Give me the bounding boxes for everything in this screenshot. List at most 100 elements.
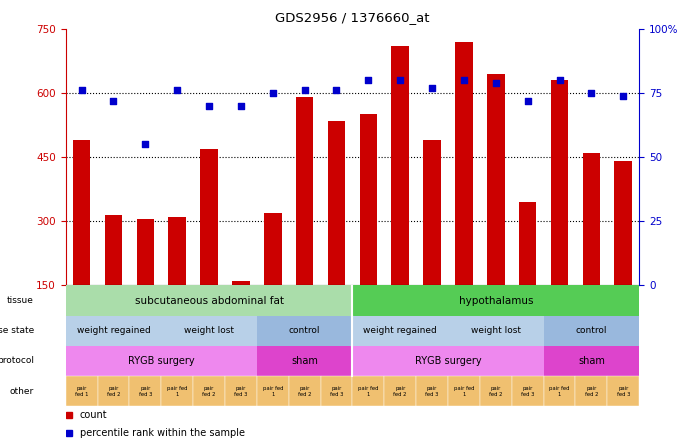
Point: [203, 102, 214, 109]
Bar: [544, 316, 639, 346]
Text: RYGB surgery: RYGB surgery: [128, 356, 195, 366]
Bar: [455, 42, 473, 285]
Text: weight regained: weight regained: [363, 326, 437, 335]
Text: pair
fed 3: pair fed 3: [330, 386, 343, 396]
Bar: [66, 285, 352, 316]
Point: [76, 87, 87, 94]
Bar: [352, 316, 448, 346]
Bar: [576, 376, 607, 406]
Bar: [137, 219, 154, 285]
Text: pair
fed 2: pair fed 2: [106, 386, 120, 396]
Text: weight regained: weight regained: [77, 326, 151, 335]
Bar: [352, 346, 544, 376]
Bar: [512, 376, 544, 406]
Bar: [296, 97, 314, 285]
Point: [586, 89, 597, 96]
Text: sham: sham: [291, 356, 318, 366]
Bar: [289, 376, 321, 406]
Text: pair
fed 2: pair fed 2: [202, 386, 216, 396]
Bar: [232, 281, 249, 285]
Point: [171, 87, 182, 94]
Text: pair
fed 2: pair fed 2: [489, 386, 502, 396]
Text: tissue: tissue: [7, 296, 34, 305]
Text: pair fed
1: pair fed 1: [454, 386, 474, 396]
Bar: [129, 376, 161, 406]
Bar: [607, 376, 639, 406]
Text: control: control: [289, 326, 321, 335]
Text: count: count: [80, 409, 108, 420]
Text: percentile rank within the sample: percentile rank within the sample: [80, 428, 245, 438]
Bar: [424, 140, 441, 285]
Bar: [384, 376, 416, 406]
Point: [426, 84, 437, 91]
Bar: [257, 346, 352, 376]
Point: [395, 77, 406, 84]
Text: RYGB surgery: RYGB surgery: [415, 356, 482, 366]
Text: pair fed
1: pair fed 1: [167, 386, 187, 396]
Bar: [416, 376, 448, 406]
Bar: [264, 213, 281, 285]
Text: pair
fed 3: pair fed 3: [521, 386, 534, 396]
Text: protocol: protocol: [0, 357, 34, 365]
Bar: [544, 346, 639, 376]
Bar: [352, 376, 384, 406]
Bar: [200, 149, 218, 285]
Point: [618, 92, 629, 99]
Text: pair
fed 2: pair fed 2: [298, 386, 312, 396]
Text: pair
fed 3: pair fed 3: [426, 386, 439, 396]
Text: pair
fed 2: pair fed 2: [585, 386, 598, 396]
Bar: [448, 376, 480, 406]
Text: hypothalamus: hypothalamus: [459, 296, 533, 305]
Bar: [359, 115, 377, 285]
Point: [108, 97, 119, 104]
Text: pair
fed 3: pair fed 3: [234, 386, 247, 396]
Text: pair
fed 2: pair fed 2: [393, 386, 407, 396]
Bar: [97, 376, 129, 406]
Point: [299, 87, 310, 94]
Text: pair
fed 3: pair fed 3: [616, 386, 630, 396]
Bar: [487, 74, 504, 285]
Text: sham: sham: [578, 356, 605, 366]
Bar: [161, 376, 193, 406]
Bar: [448, 316, 544, 346]
Bar: [169, 217, 186, 285]
Text: other: other: [10, 387, 34, 396]
Text: pair
fed 1: pair fed 1: [75, 386, 88, 396]
Bar: [66, 346, 257, 376]
Text: pair fed
1: pair fed 1: [358, 386, 379, 396]
Point: [458, 77, 469, 84]
Text: GDS2956 / 1376660_at: GDS2956 / 1376660_at: [275, 11, 430, 24]
Text: control: control: [576, 326, 607, 335]
Text: subcutaneous abdominal fat: subcutaneous abdominal fat: [135, 296, 283, 305]
Bar: [352, 285, 639, 316]
Text: pair fed
1: pair fed 1: [263, 386, 283, 396]
Point: [331, 87, 342, 94]
Bar: [73, 140, 91, 285]
Bar: [193, 376, 225, 406]
Text: pair
fed 3: pair fed 3: [139, 386, 152, 396]
Bar: [328, 121, 346, 285]
Point: [522, 97, 533, 104]
Text: weight lost: weight lost: [471, 326, 521, 335]
Bar: [544, 376, 576, 406]
Bar: [519, 202, 536, 285]
Bar: [583, 153, 600, 285]
Point: [236, 102, 247, 109]
Point: [140, 141, 151, 148]
Text: weight lost: weight lost: [184, 326, 234, 335]
Bar: [66, 316, 161, 346]
Bar: [66, 376, 97, 406]
Point: [491, 79, 502, 86]
Text: disease state: disease state: [0, 326, 34, 335]
Point: [554, 77, 565, 84]
Point: [267, 89, 278, 96]
Bar: [161, 316, 257, 346]
Bar: [321, 376, 352, 406]
Bar: [614, 162, 632, 285]
Bar: [257, 376, 289, 406]
Text: pair fed
1: pair fed 1: [549, 386, 570, 396]
Bar: [480, 376, 512, 406]
Bar: [257, 316, 352, 346]
Bar: [225, 376, 257, 406]
Bar: [391, 46, 409, 285]
